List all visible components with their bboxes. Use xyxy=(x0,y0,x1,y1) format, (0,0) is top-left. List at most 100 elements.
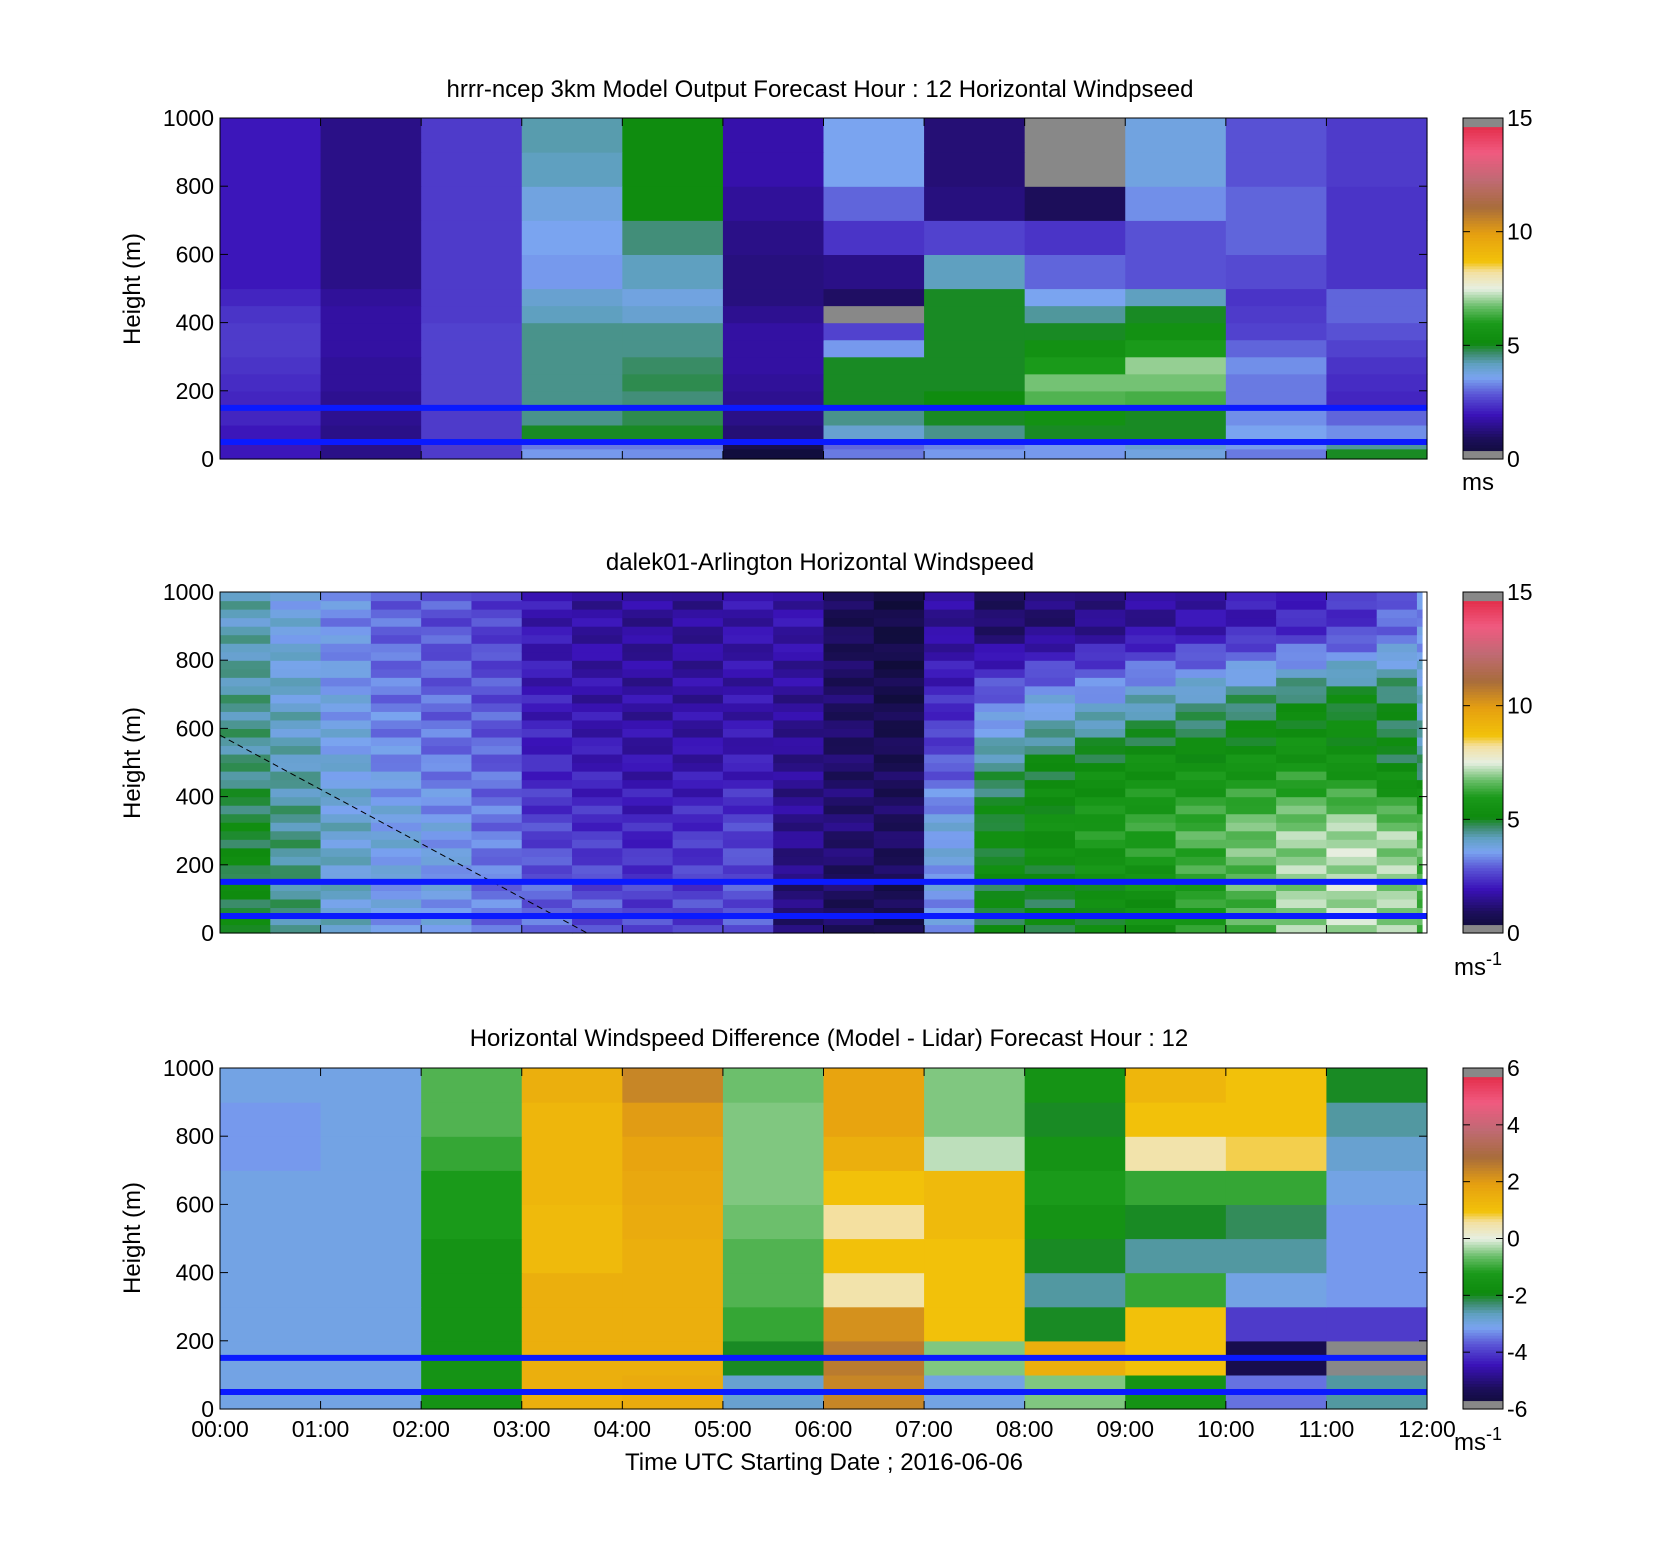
heatmap-cell xyxy=(471,822,523,832)
heatmap-cell xyxy=(572,753,623,764)
heatmap-cell xyxy=(622,677,674,687)
heatmap-cell xyxy=(1276,736,1328,747)
heatmap-cell xyxy=(370,702,422,712)
heatmap-cell xyxy=(622,805,674,815)
heatmap-cell xyxy=(1225,1272,1328,1308)
heatmap-cell xyxy=(773,685,825,695)
heatmap-cell xyxy=(622,771,674,781)
heatmap-cell xyxy=(1175,634,1227,644)
colorbar-segment xyxy=(1463,807,1503,812)
heatmap-cell xyxy=(672,839,724,849)
heatmap-cell xyxy=(220,118,322,153)
heatmap-cell xyxy=(1175,651,1227,661)
heatmap-cell xyxy=(722,626,774,636)
heatmap-cell xyxy=(1326,1136,1428,1171)
heatmap-cell xyxy=(672,685,724,695)
heatmap-cell xyxy=(1125,694,1177,704)
heatmap-cell xyxy=(1326,1238,1428,1274)
heatmap-cell xyxy=(471,745,523,755)
heatmap-cell xyxy=(873,651,925,661)
heatmap-cell xyxy=(823,1170,925,1205)
heatmap-cell xyxy=(471,634,523,644)
heatmap-cell xyxy=(773,762,825,772)
heatmap-cell xyxy=(974,736,1026,747)
heatmap-cell xyxy=(572,677,623,687)
heatmap-cell xyxy=(521,728,573,738)
colorbar-segment xyxy=(1463,1264,1503,1268)
heatmap-cell xyxy=(1225,220,1328,255)
heatmap-cell xyxy=(924,1102,1026,1137)
heatmap-cell xyxy=(1125,617,1177,627)
heatmap-cell xyxy=(320,898,372,909)
heatmap-cell xyxy=(1276,745,1328,755)
heatmap-cell xyxy=(270,728,322,738)
heatmap-cell xyxy=(1376,694,1418,704)
heatmap-cell xyxy=(873,796,925,806)
colorbar-segment xyxy=(1463,1133,1503,1137)
heatmap-cell xyxy=(471,592,523,602)
heatmap-cell xyxy=(622,186,724,221)
heatmap-cell xyxy=(1125,118,1227,153)
colorbar-segment xyxy=(1463,160,1503,165)
colorbar-tick-label: 10 xyxy=(1507,219,1533,245)
colorbar-segment xyxy=(1463,1355,1503,1359)
heatmap-cell xyxy=(1326,339,1428,358)
heatmap-cell xyxy=(622,847,674,857)
heatmap-cell xyxy=(1225,907,1277,917)
heatmap-cell xyxy=(924,617,975,627)
heatmap-cell xyxy=(722,186,825,221)
colorbar-segment xyxy=(1463,1283,1503,1288)
heatmap-cell xyxy=(1376,660,1418,670)
colorbar-segment xyxy=(1463,1158,1503,1163)
heatmap-cell xyxy=(370,660,422,670)
heatmap-cell xyxy=(924,592,975,602)
heatmap-cell xyxy=(773,788,825,798)
heatmap-cell xyxy=(924,779,975,789)
heatmap-cell xyxy=(1416,685,1423,695)
heatmap-cell xyxy=(1326,668,1378,678)
heatmap-cell xyxy=(1276,753,1328,764)
heatmap-cell xyxy=(1024,339,1126,358)
panel-title: dalek01-Arlington Horizontal Windspeed xyxy=(606,549,1034,576)
heatmap-cell xyxy=(1225,915,1277,926)
heatmap-cell xyxy=(220,600,271,610)
heatmap-cell xyxy=(974,822,1026,832)
heatmap-cell xyxy=(622,796,674,806)
overlay xyxy=(219,734,1427,934)
heatmap-cell xyxy=(1024,1102,1126,1137)
colorbar-segment xyxy=(1463,217,1503,221)
heatmap-cell xyxy=(320,779,372,789)
heatmap-cell xyxy=(1276,651,1328,661)
colorbar-tick-label: -2 xyxy=(1507,1282,1527,1308)
colorbar-segment xyxy=(1463,907,1503,911)
heatmap-cell xyxy=(873,898,925,909)
heatmap-cell xyxy=(370,685,422,695)
heatmap-cell xyxy=(220,448,322,460)
heatmap-cell xyxy=(572,839,623,849)
heatmap-cell xyxy=(1276,856,1328,866)
heatmap-cell xyxy=(1024,924,1076,934)
colorbar-segment xyxy=(1463,1116,1503,1120)
colorbar-segment xyxy=(1463,427,1503,432)
heatmap-cell xyxy=(924,736,975,747)
colorbar-segment xyxy=(1463,682,1503,687)
heatmap-cell xyxy=(220,813,271,823)
heatmap-cell xyxy=(1376,771,1418,781)
colorbar-segment xyxy=(1463,756,1503,761)
colorbar-segment xyxy=(1463,149,1503,153)
heatmap-cell xyxy=(370,617,422,627)
heatmap-cell xyxy=(1125,220,1227,255)
heatmap-cell xyxy=(773,898,825,909)
heatmap-cell xyxy=(521,448,623,460)
heatmap-cell xyxy=(823,864,875,874)
heatmap-cell xyxy=(320,305,422,324)
heatmap-cell xyxy=(722,1102,825,1137)
colorbar-segment xyxy=(1463,1099,1503,1103)
heatmap-cell xyxy=(421,617,473,627)
heatmap-cell xyxy=(1276,600,1328,610)
heatmap-cell xyxy=(270,898,322,909)
heatmap-cell xyxy=(320,356,422,375)
y-tick-label: 600 xyxy=(176,1191,214,1217)
colorbar-segment xyxy=(1463,1301,1503,1305)
heatmap-cells xyxy=(220,1068,1428,1410)
